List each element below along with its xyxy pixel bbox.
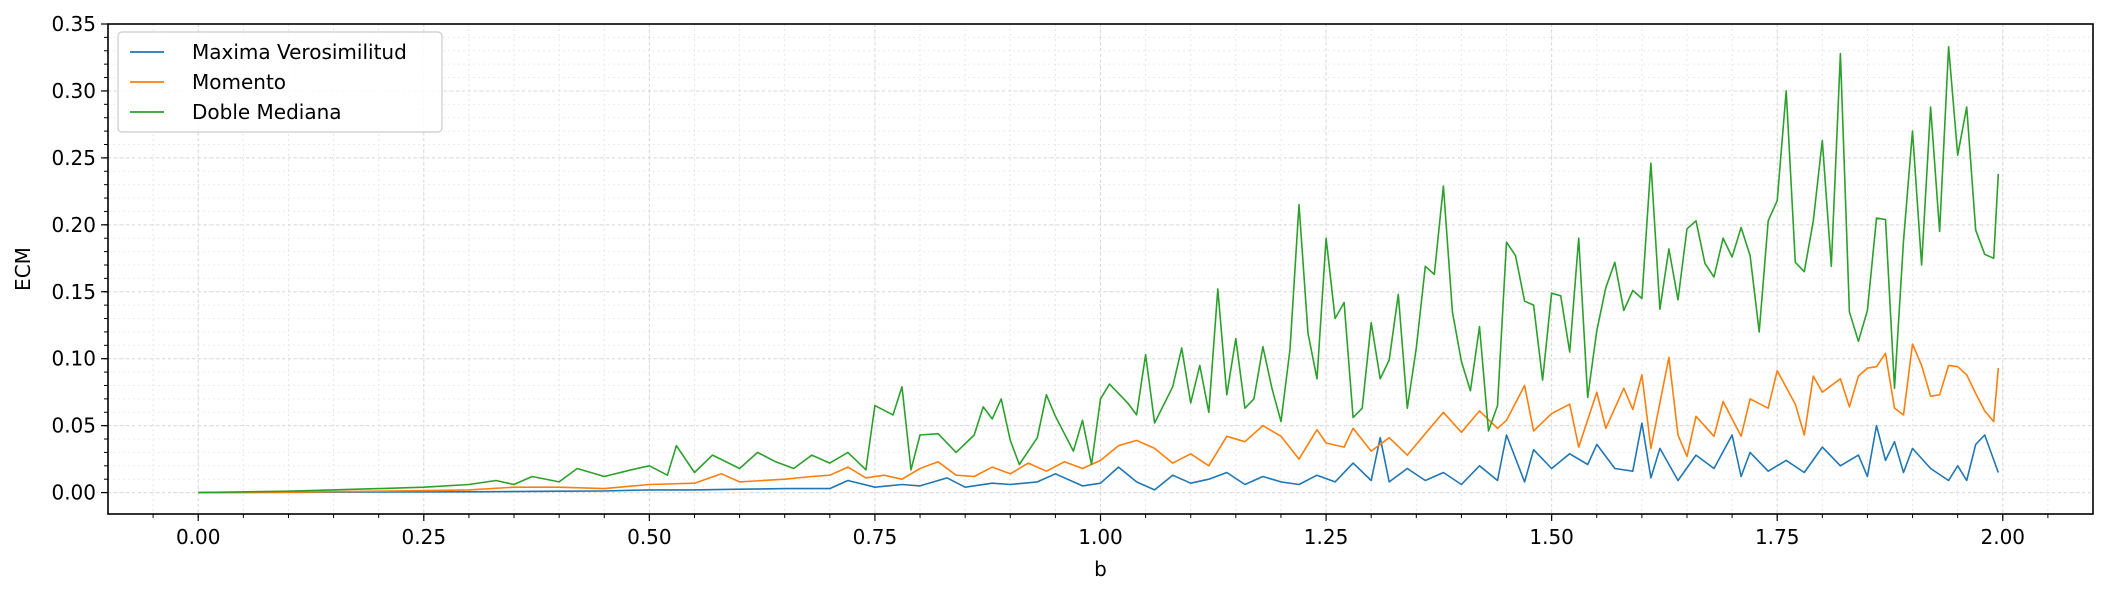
x-tick-label: 1.75 — [1755, 525, 1800, 549]
y-tick-label: 0.35 — [51, 12, 96, 36]
legend-entries: Maxima Verosimilitud Momento Doble Mediana — [130, 40, 407, 124]
x-tick-label: 0.75 — [853, 525, 898, 549]
x-tick-label: 0.00 — [176, 525, 221, 549]
y-tick-label: 0.00 — [51, 481, 96, 505]
y-tick-label: 0.15 — [51, 280, 96, 304]
x-tick-label: 0.50 — [627, 525, 672, 549]
y-axis-label: ECM — [11, 247, 35, 291]
series-line-2 — [198, 46, 2000, 494]
x-tick-label: 1.00 — [1078, 525, 1123, 549]
legend-label-2: Doble Mediana — [192, 100, 342, 124]
series-layer — [198, 46, 2000, 494]
series-line-0 — [198, 422, 2000, 494]
series-line-1 — [198, 343, 2000, 494]
y-tick-label: 0.10 — [51, 347, 96, 371]
y-tick-label: 0.20 — [51, 213, 96, 237]
tick-layer: 0.00 0.25 0.50 0.75 1.00 1.25 1.50 1.75 2.00 0.00… — [51, 12, 2049, 549]
legend: Maxima Verosimilitud Momento Doble Mediana — [117, 31, 443, 133]
legend-label-0: Maxima Verosimilitud — [192, 40, 407, 64]
y-tick-label: 0.05 — [51, 414, 96, 438]
y-tick-label: 0.25 — [51, 146, 96, 170]
x-tick-label: 2.00 — [1981, 525, 2026, 549]
x-tick-label: 1.50 — [1529, 525, 1574, 549]
legend-box — [117, 31, 443, 133]
y-tick-label: 0.30 — [51, 79, 96, 103]
legend-label-1: Momento — [192, 70, 286, 94]
x-tick-label: 1.25 — [1304, 525, 1349, 549]
x-axis-label: b — [1094, 557, 1107, 581]
x-tick-label: 0.25 — [402, 525, 447, 549]
